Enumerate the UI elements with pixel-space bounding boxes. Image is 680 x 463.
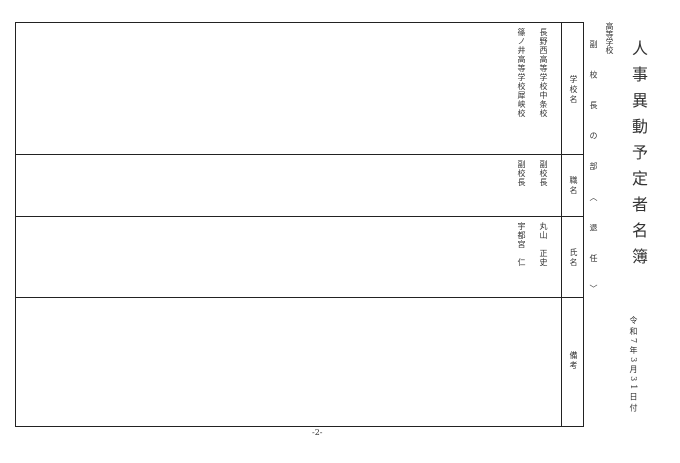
header-column-divider [561,23,562,426]
header-school: 学校名 [569,75,578,105]
position-cell: 副校長 [539,160,548,187]
header-notes: 備考 [569,351,578,371]
page-number: -2- [312,428,323,437]
school-type: 高等学校 [605,22,614,54]
header-position: 職名 [569,176,578,196]
position-cell: 副校長 [517,160,526,187]
row-divider [16,297,583,298]
school-cell: 篠ノ井高等学校犀峡校 [517,28,526,118]
name-cell: 丸山 正史 [539,222,548,267]
row-divider [16,216,583,217]
section-label: 副 校 長 の 部 〈 退 任 〉 [589,40,598,303]
row-divider [16,154,583,155]
header-name: 氏名 [569,248,578,268]
document-title: 人事異動予定者名簿 [629,40,648,274]
effective-date: 令和7年3月31日付 [629,316,638,415]
personnel-table: 学校名 職名 氏名 備考 長野西高等学校中条校 篠ノ井高等学校犀峡校 副校長 副… [15,22,584,427]
name-cell: 宇都宮 仁 [517,222,526,267]
school-cell: 長野西高等学校中条校 [539,28,548,118]
